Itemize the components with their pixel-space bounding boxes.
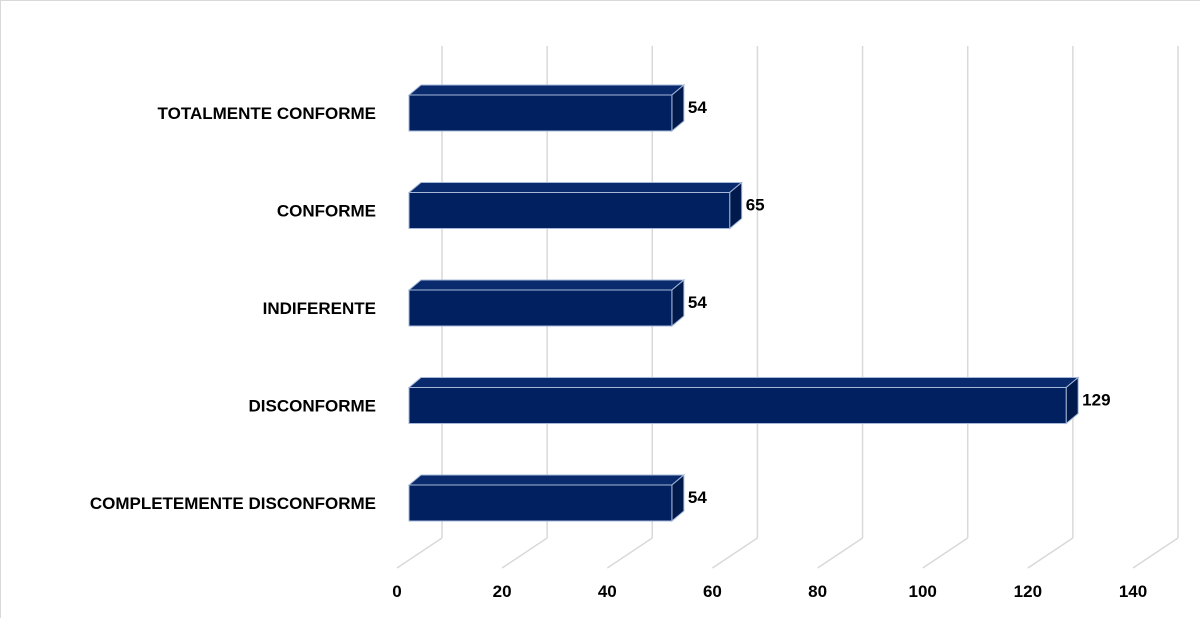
bar xyxy=(409,95,672,131)
x-tick-label: 0 xyxy=(392,582,401,601)
gridline-floor xyxy=(1028,538,1073,568)
gridline-floor xyxy=(607,538,652,568)
x-tick-label: 120 xyxy=(1014,582,1042,601)
bar-top xyxy=(409,183,742,193)
bar-top xyxy=(409,85,684,95)
bar xyxy=(409,388,1066,424)
x-tick-label: 100 xyxy=(909,582,937,601)
bar xyxy=(409,193,730,229)
data-label: 54 xyxy=(688,293,707,312)
bar xyxy=(409,485,672,521)
category-label: INDIFERENTE xyxy=(263,299,376,318)
data-label: 129 xyxy=(1082,391,1110,410)
x-tick-label: 40 xyxy=(598,582,617,601)
gridline-floor xyxy=(397,538,442,568)
gridline-floor xyxy=(1133,538,1178,568)
gridline-floor xyxy=(923,538,968,568)
x-tick-label: 20 xyxy=(493,582,512,601)
category-label: DISCONFORME xyxy=(249,397,377,416)
x-tick-label: 140 xyxy=(1119,582,1147,601)
category-label: COMPLETEMENTE DISCONFORME xyxy=(90,494,376,513)
category-label: TOTALMENTE CONFORME xyxy=(158,104,376,123)
x-tick-label: 60 xyxy=(703,582,722,601)
bar-top xyxy=(409,475,684,485)
bar-top xyxy=(409,280,684,290)
x-tick-label: 80 xyxy=(808,582,827,601)
gridline-floor xyxy=(818,538,863,568)
bar xyxy=(409,290,672,326)
gridline-floor xyxy=(502,538,547,568)
data-label: 54 xyxy=(688,488,707,507)
gridline-floor xyxy=(712,538,757,568)
category-label: CONFORME xyxy=(277,202,376,221)
data-label: 65 xyxy=(746,196,765,215)
bar-top xyxy=(409,378,1078,388)
data-label: 54 xyxy=(688,98,707,117)
